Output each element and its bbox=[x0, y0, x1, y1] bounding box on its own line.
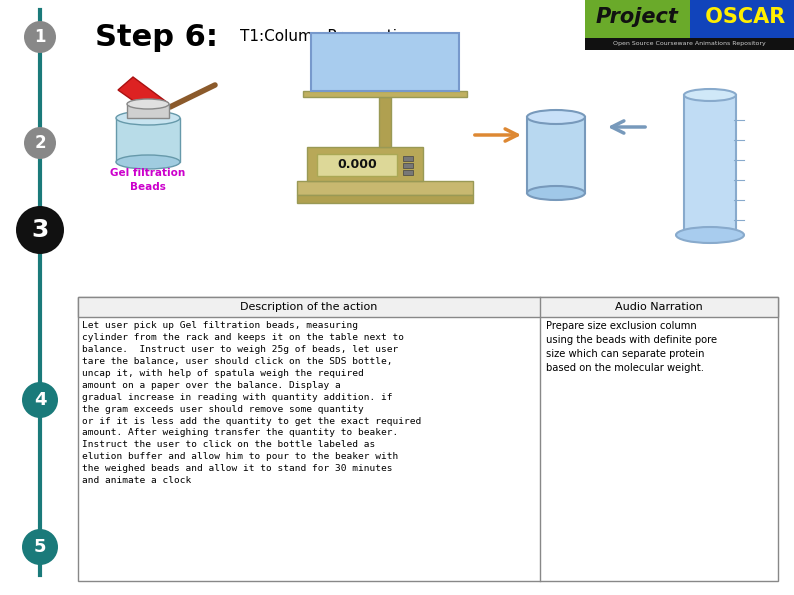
Bar bbox=[307, 147, 423, 181]
Text: Gel filtration
Beads: Gel filtration Beads bbox=[110, 168, 186, 192]
Text: Step 6:: Step 6: bbox=[95, 23, 218, 52]
Text: 2: 2 bbox=[34, 134, 46, 152]
Bar bbox=[403, 156, 413, 161]
Bar bbox=[527, 117, 585, 193]
Bar bbox=[403, 163, 413, 168]
Text: Open Source Courseware Animations Repository: Open Source Courseware Animations Reposi… bbox=[613, 42, 766, 46]
Ellipse shape bbox=[676, 227, 744, 243]
Bar bbox=[403, 170, 413, 175]
Text: 5: 5 bbox=[34, 538, 46, 556]
Bar bbox=[78, 297, 778, 581]
Circle shape bbox=[22, 529, 58, 565]
Text: Project: Project bbox=[596, 7, 679, 27]
Text: T1:Column Preparation: T1:Column Preparation bbox=[240, 30, 416, 45]
Text: 4: 4 bbox=[34, 391, 46, 409]
Text: 0.000: 0.000 bbox=[337, 158, 377, 171]
Circle shape bbox=[24, 21, 56, 53]
Bar bbox=[311, 33, 459, 91]
Bar bbox=[303, 91, 467, 97]
Text: Prepare size exclusion column
using the beads with definite pore
size which can : Prepare size exclusion column using the … bbox=[546, 321, 717, 373]
Bar bbox=[689, 0, 794, 38]
Bar bbox=[78, 297, 778, 317]
Circle shape bbox=[22, 382, 58, 418]
Ellipse shape bbox=[527, 110, 585, 124]
Bar bbox=[297, 181, 473, 195]
Polygon shape bbox=[118, 77, 168, 116]
Text: 1: 1 bbox=[34, 28, 46, 46]
Text: 3: 3 bbox=[31, 218, 48, 242]
Ellipse shape bbox=[527, 186, 585, 200]
Text: Audio Narration: Audio Narration bbox=[615, 302, 703, 312]
Circle shape bbox=[24, 127, 56, 159]
Text: Let user pick up Gel filtration beads, measuring
cylinder from the rack and keep: Let user pick up Gel filtration beads, m… bbox=[82, 321, 422, 485]
Bar bbox=[684, 95, 736, 235]
Text: OSCAR: OSCAR bbox=[698, 7, 785, 27]
Bar bbox=[585, 0, 689, 38]
Ellipse shape bbox=[116, 155, 180, 169]
Ellipse shape bbox=[684, 89, 736, 101]
Circle shape bbox=[16, 206, 64, 254]
Ellipse shape bbox=[127, 99, 169, 109]
Bar bbox=[297, 195, 473, 203]
Bar bbox=[585, 38, 794, 50]
Bar bbox=[317, 154, 397, 176]
Text: Description of the action: Description of the action bbox=[241, 302, 378, 312]
Bar bbox=[379, 97, 391, 147]
Bar bbox=[127, 104, 169, 118]
Bar bbox=[116, 118, 180, 162]
Ellipse shape bbox=[116, 111, 180, 125]
